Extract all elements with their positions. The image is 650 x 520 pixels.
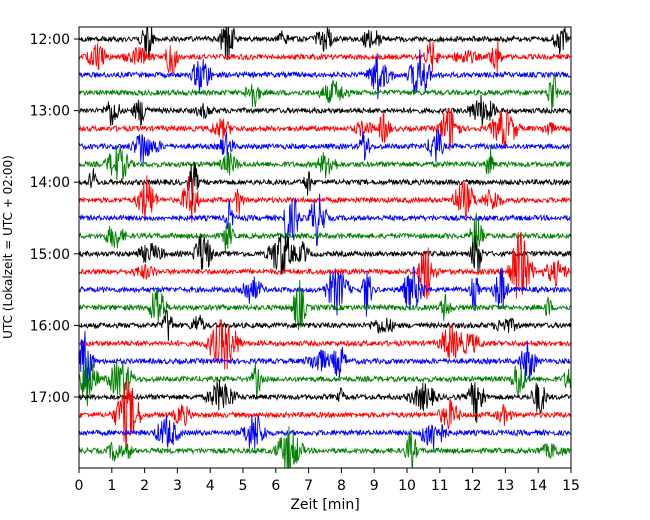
trace-row-5 <box>79 108 571 151</box>
trace-row-18 <box>79 330 571 394</box>
x-tick-label: 7 <box>304 478 313 494</box>
trace-row-16 <box>79 309 571 341</box>
trace-row-0 <box>79 27 571 61</box>
x-tick-label: 3 <box>173 478 182 494</box>
trace-row-11 <box>79 213 571 257</box>
trace-row-13 <box>79 231 571 300</box>
plot-frame <box>78 26 572 469</box>
x-tick-label: 12 <box>464 478 482 494</box>
x-tick-label: 4 <box>206 478 215 494</box>
x-tick-label: 11 <box>431 478 449 494</box>
y-axis-label: UTC (Lokalzeit = UTC + 02:00) <box>1 155 15 339</box>
y-tick-label: 13:00 <box>30 104 70 120</box>
trace-row-7 <box>79 145 571 181</box>
x-axis: 0 1 2 3 4 5 6 7 8 9 10 11 12 13 14 15 <box>75 468 580 494</box>
trace-row-17 <box>79 319 571 370</box>
trace-row-3 <box>79 72 571 111</box>
trace-row-15 <box>79 279 571 331</box>
x-tick-label: 1 <box>107 478 116 494</box>
x-tick-label: 15 <box>562 478 580 494</box>
y-tick-label: 12:00 <box>30 32 70 48</box>
trace-group <box>79 27 571 468</box>
y-tick-label: 16:00 <box>30 318 70 334</box>
y-tick-label: 14:00 <box>30 175 70 191</box>
trace-row-23 <box>79 426 571 468</box>
trace-row-6 <box>79 129 571 164</box>
x-tick-label: 9 <box>370 478 379 494</box>
trace-row-12 <box>79 233 571 276</box>
trace-row-2 <box>79 49 571 100</box>
x-tick-label: 6 <box>271 478 280 494</box>
trace-row-10 <box>79 193 571 247</box>
y-tick-label: 17:00 <box>30 390 70 406</box>
y-axis: 12:00 13:00 14:00 15:00 16:00 17:00 <box>30 32 79 406</box>
y-tick-label: 15:00 <box>30 247 70 263</box>
x-tick-label: 0 <box>75 478 84 494</box>
trace-row-21 <box>79 379 571 449</box>
x-tick-label: 5 <box>239 478 248 494</box>
x-tick-label: 2 <box>140 478 149 494</box>
x-tick-label: 13 <box>496 478 514 494</box>
trace-row-20 <box>79 379 571 424</box>
x-tick-label: 10 <box>398 478 416 494</box>
trace-row-4 <box>79 94 571 126</box>
x-axis-label: Zeit [min] <box>290 497 359 513</box>
x-tick-label: 8 <box>337 478 346 494</box>
trace-row-22 <box>79 413 571 451</box>
trace-row-9 <box>79 175 571 223</box>
trace-row-8 <box>79 161 571 207</box>
trace-row-19 <box>79 357 571 407</box>
x-tick-label: 14 <box>529 478 547 494</box>
trace-row-14 <box>79 265 571 317</box>
trace-row-1 <box>79 40 571 75</box>
